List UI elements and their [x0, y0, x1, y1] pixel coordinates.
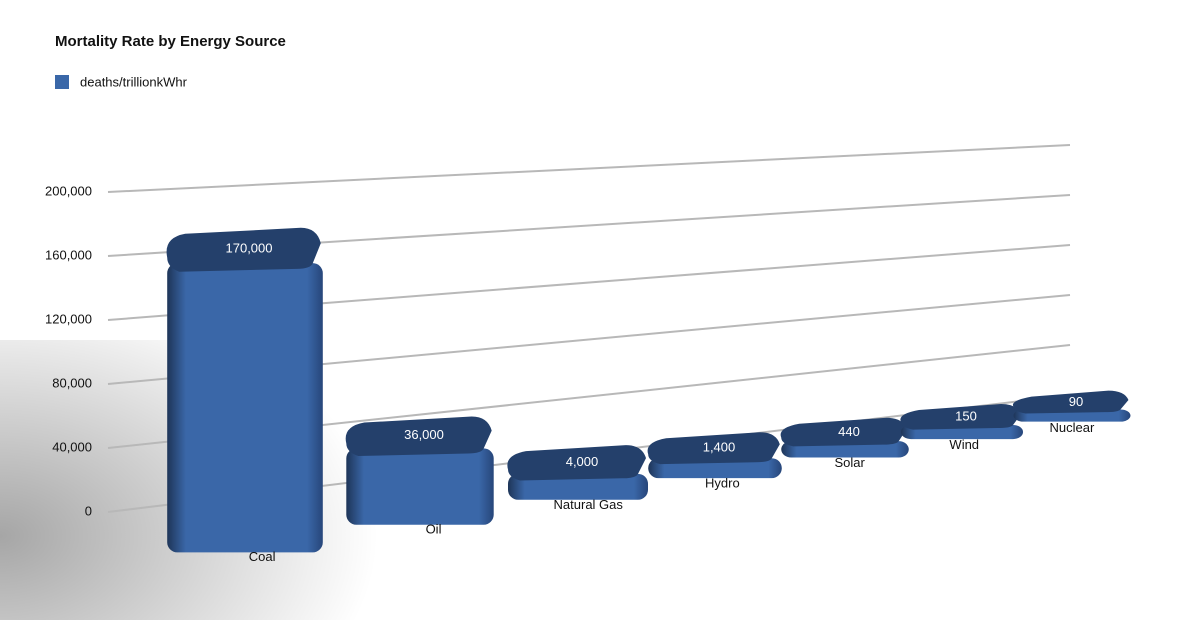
bar-top — [780, 417, 907, 447]
x-tick-label: Oil — [426, 522, 442, 537]
bar-front — [346, 448, 494, 525]
value-label: 440 — [838, 424, 860, 439]
chart-title: Mortality Rate by Energy Source — [55, 33, 286, 50]
y-tick-label: 80,000 — [52, 375, 92, 390]
value-label: 1,400 — [703, 440, 736, 455]
value-label: 36,000 — [404, 427, 444, 442]
bar-front — [167, 263, 323, 553]
bar-top — [166, 227, 321, 272]
y-tick-label: 160,000 — [45, 247, 92, 262]
legend-label: deaths/trillionkWhr — [80, 74, 188, 89]
grid-line — [107, 144, 1071, 193]
y-tick-label: 200,000 — [45, 183, 92, 198]
bar-top — [1012, 390, 1129, 414]
legend-swatch — [55, 75, 69, 89]
x-tick-label: Solar — [834, 455, 865, 470]
y-tick-label: 40,000 — [52, 439, 92, 454]
value-label: 170,000 — [226, 240, 273, 255]
bar-top — [507, 445, 647, 481]
value-label: 150 — [955, 409, 977, 424]
bar-top — [647, 432, 780, 465]
x-tick-label: Coal — [249, 549, 276, 564]
x-tick-label: Wind — [949, 437, 979, 452]
y-tick-label: 120,000 — [45, 311, 92, 326]
x-tick-label: Hydro — [705, 476, 740, 491]
bar-top — [345, 416, 492, 456]
value-label: 4,000 — [566, 454, 599, 469]
value-label: 90 — [1069, 394, 1083, 409]
x-tick-label: Nuclear — [1050, 420, 1095, 435]
bar-top — [900, 403, 1022, 430]
x-tick-label: Natural Gas — [554, 497, 624, 512]
bar-front — [507, 473, 649, 500]
y-tick-label: 0 — [85, 503, 92, 518]
